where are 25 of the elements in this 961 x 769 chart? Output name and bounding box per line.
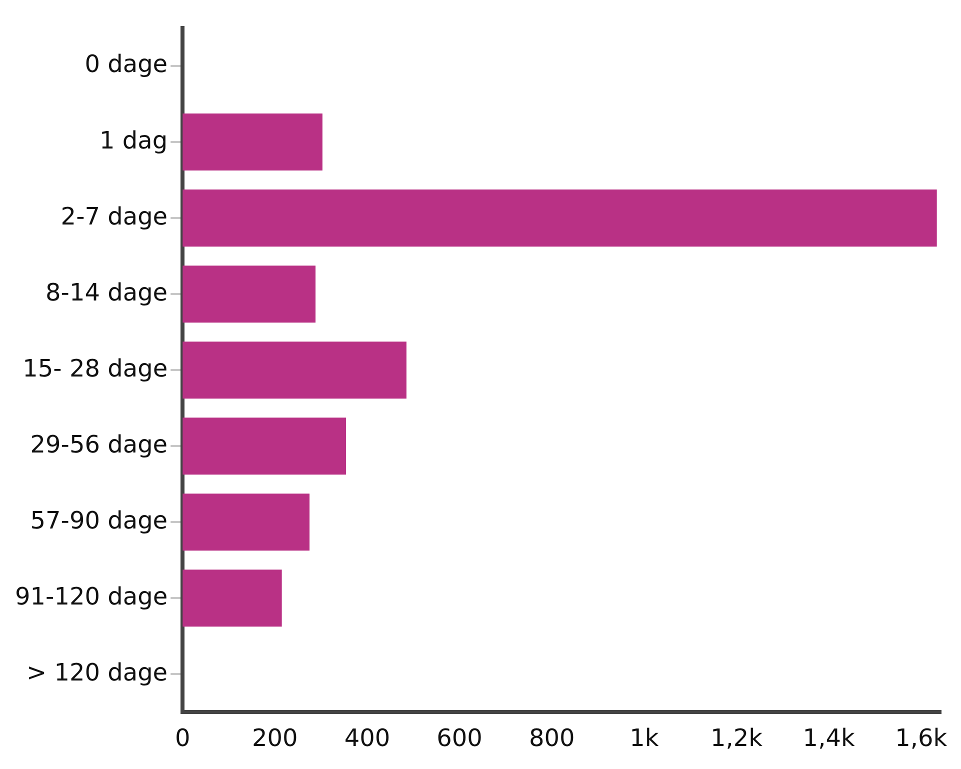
y-tick-label: 0 dage [84, 50, 168, 78]
bar [182, 570, 282, 627]
x-tick-label: 1,4k [802, 724, 855, 752]
y-tick-label: 1 dag [100, 126, 168, 154]
x-tick-label: 0 [174, 724, 190, 752]
x-tick-label: 200 [252, 724, 298, 752]
x-tick-label: 1,2k [710, 724, 763, 752]
x-tick-label: 1,6k [895, 724, 948, 752]
x-tick-label: 600 [436, 724, 482, 752]
y-tick-label: 91-120 dage [15, 582, 168, 610]
bar [182, 114, 322, 171]
bar [182, 266, 316, 323]
y-tick-label: 57-90 dage [30, 506, 168, 534]
y-tick-label: 29-56 dage [30, 430, 168, 458]
bar [182, 418, 346, 475]
x-tick-label: 800 [528, 724, 575, 752]
bar [182, 342, 406, 399]
x-tick-label: 1k [630, 724, 659, 752]
bar [182, 494, 310, 551]
y-tick-label: 8-14 dage [46, 278, 168, 306]
y-tick-label: 15- 28 dage [22, 354, 168, 382]
x-tick-label: 400 [344, 724, 390, 752]
y-tick-label: > 120 dage [26, 658, 168, 686]
bar [182, 190, 937, 247]
y-tick-label: 2-7 dage [60, 202, 168, 230]
